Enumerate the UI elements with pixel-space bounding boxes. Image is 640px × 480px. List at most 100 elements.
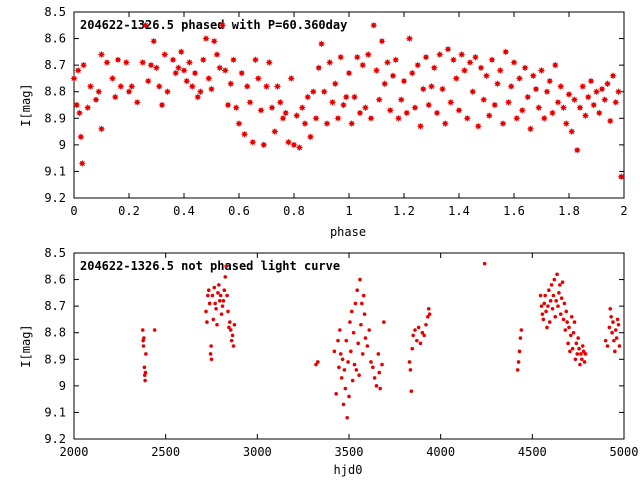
data-point bbox=[97, 50, 106, 59]
data-point bbox=[606, 117, 614, 125]
data-point bbox=[216, 64, 224, 72]
data-point bbox=[549, 283, 554, 287]
data-point bbox=[210, 37, 218, 45]
data-point bbox=[575, 352, 580, 356]
data-point bbox=[562, 301, 567, 306]
data-point bbox=[349, 309, 354, 314]
data-point bbox=[547, 320, 552, 324]
data-point bbox=[144, 352, 148, 356]
data-point bbox=[122, 58, 130, 67]
data-point bbox=[217, 283, 221, 287]
data-point bbox=[493, 80, 502, 88]
x-tick-label: 0 bbox=[70, 204, 77, 218]
data-point bbox=[95, 88, 103, 96]
data-point bbox=[377, 370, 382, 375]
data-point bbox=[293, 112, 301, 120]
data-point bbox=[211, 317, 216, 322]
data-point bbox=[225, 293, 229, 298]
data-point bbox=[279, 114, 287, 122]
data-point bbox=[369, 360, 373, 364]
data-point bbox=[342, 93, 350, 101]
data-point bbox=[518, 336, 523, 340]
data-point bbox=[568, 127, 576, 136]
data-point bbox=[546, 77, 554, 85]
data-point bbox=[74, 66, 82, 75]
data-point bbox=[228, 320, 232, 324]
data-point bbox=[353, 301, 358, 306]
data-point bbox=[403, 109, 411, 117]
data-point bbox=[220, 304, 225, 308]
data-point bbox=[152, 328, 157, 332]
y-tick-label: 8.7 bbox=[44, 58, 66, 72]
data-point bbox=[382, 320, 386, 324]
data-point bbox=[108, 74, 117, 83]
data-point bbox=[208, 352, 213, 356]
data-point bbox=[354, 368, 359, 372]
data-point bbox=[570, 346, 575, 351]
data-point bbox=[212, 285, 217, 290]
data-point bbox=[444, 45, 452, 53]
y-tick-label: 8.5 bbox=[44, 5, 66, 19]
data-point bbox=[188, 82, 196, 90]
data-point bbox=[227, 80, 235, 88]
data-point bbox=[161, 50, 169, 59]
data-point bbox=[557, 291, 561, 295]
data-point bbox=[344, 338, 349, 343]
data-point bbox=[367, 328, 371, 332]
data-point bbox=[282, 109, 290, 117]
data-point bbox=[571, 330, 576, 335]
data-point bbox=[526, 125, 535, 133]
data-point bbox=[240, 130, 249, 138]
data-point bbox=[276, 98, 284, 106]
data-point bbox=[331, 80, 339, 88]
data-point bbox=[542, 301, 547, 306]
data-point bbox=[557, 82, 565, 90]
data-point bbox=[381, 80, 389, 88]
data-point bbox=[249, 138, 257, 146]
data-point bbox=[539, 304, 544, 308]
x-tick-label: 0.2 bbox=[118, 204, 140, 218]
data-point bbox=[207, 85, 216, 93]
data-point bbox=[544, 309, 548, 314]
data-point bbox=[218, 21, 227, 29]
data-point bbox=[564, 309, 569, 314]
data-point bbox=[273, 82, 282, 90]
data-point bbox=[304, 93, 312, 101]
data-point bbox=[133, 98, 141, 106]
data-point bbox=[546, 304, 550, 308]
data-point bbox=[326, 58, 334, 67]
phased-plot-ylabel: I[mag] bbox=[19, 83, 33, 126]
data-point bbox=[191, 69, 199, 77]
data-point bbox=[229, 338, 234, 343]
data-point bbox=[265, 58, 273, 67]
data-point bbox=[334, 392, 338, 396]
data-point bbox=[552, 277, 557, 282]
data-point bbox=[616, 322, 621, 327]
y-tick-label: 8.9 bbox=[44, 352, 66, 366]
data-point bbox=[455, 106, 463, 114]
x-tick-label: 0.8 bbox=[283, 204, 305, 218]
data-point bbox=[441, 120, 449, 128]
data-point bbox=[438, 85, 447, 93]
data-point bbox=[209, 344, 213, 348]
data-point bbox=[584, 93, 592, 101]
data-point bbox=[219, 312, 224, 316]
x-tick-label: 1.8 bbox=[558, 204, 580, 218]
data-point bbox=[460, 66, 469, 75]
x-tick-label: 1.2 bbox=[393, 204, 415, 218]
data-point bbox=[207, 301, 212, 306]
data-point bbox=[347, 394, 351, 399]
data-point bbox=[550, 307, 555, 311]
data-point bbox=[416, 325, 421, 330]
unphased-plot: 204622-1326.5 not phased light curve hjd… bbox=[19, 246, 638, 477]
data-point bbox=[343, 386, 348, 391]
data-point bbox=[204, 309, 208, 314]
data-point bbox=[372, 66, 381, 75]
x-tick-label: 3500 bbox=[335, 445, 364, 459]
data-point bbox=[426, 307, 431, 311]
data-point bbox=[206, 288, 211, 293]
x-tick-label: 2500 bbox=[151, 445, 180, 459]
data-point bbox=[397, 96, 405, 104]
data-point bbox=[174, 64, 183, 72]
